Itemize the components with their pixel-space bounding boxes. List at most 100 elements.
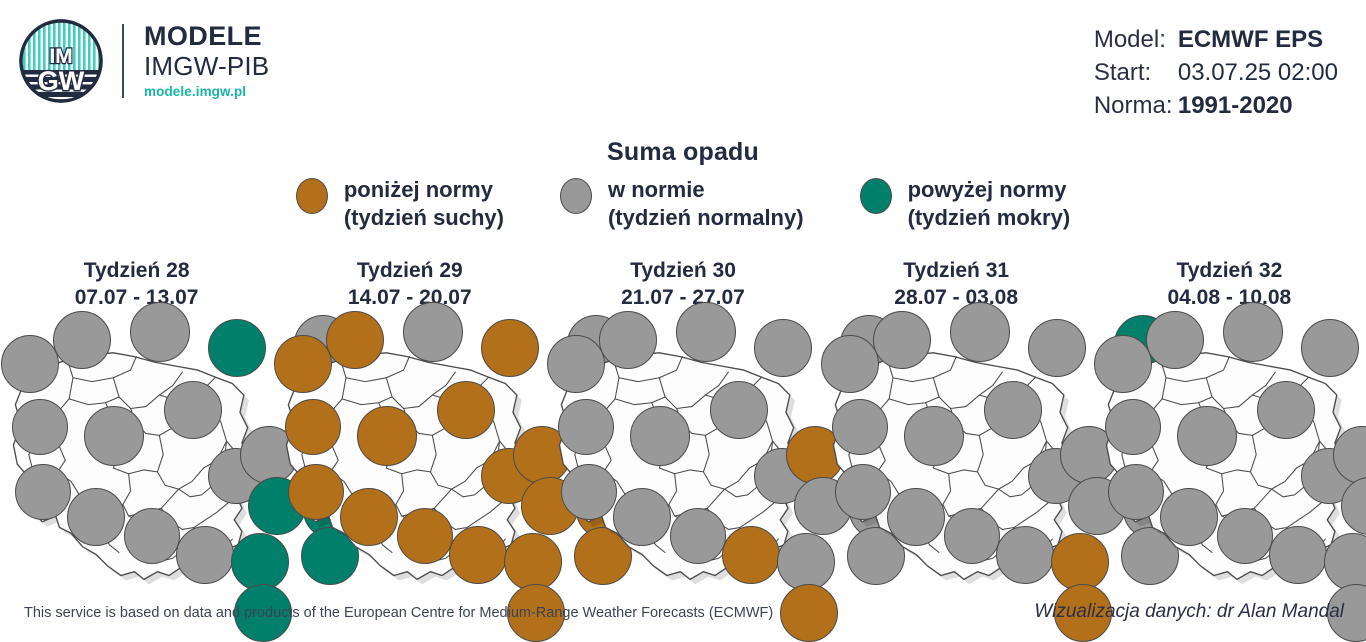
region-dot-far-south bbox=[507, 584, 566, 642]
poland-map bbox=[546, 302, 908, 642]
meta-model-label: Model: bbox=[1093, 26, 1166, 53]
region-dot-warminsko-mazurskie bbox=[1027, 319, 1086, 377]
poland-map bbox=[273, 302, 635, 642]
region-dot-wielkopolskie bbox=[630, 406, 691, 466]
map-panel-week-32: Tydzień 32 04.08 - 10.08 bbox=[1093, 258, 1366, 642]
region-dot-far-south bbox=[780, 584, 839, 642]
weekly-map-panels: Tydzień 28 07.07 - 13.07 Tydzień 29 14.07 -… bbox=[0, 258, 1366, 642]
panel-date-range: 14.07 - 20.07 bbox=[347, 285, 472, 309]
map-panel-week-28: Tydzień 28 07.07 - 13.07 bbox=[0, 258, 361, 642]
poland-map bbox=[0, 302, 361, 642]
panel-date-range: 28.07 - 03.08 bbox=[894, 285, 1019, 309]
meta-start-value: 03.07.25 02:00 bbox=[1177, 58, 1338, 86]
panel-week-label: Tydzień 32 bbox=[1176, 259, 1283, 282]
meta-norma-label: Norma: bbox=[1093, 91, 1173, 119]
panel-heading: Tydzień 31 28.07 - 03.08 bbox=[820, 258, 1093, 312]
chart-title: Suma opadu bbox=[606, 138, 759, 166]
svg-text:GW: GW bbox=[38, 66, 85, 96]
svg-text:IM: IM bbox=[49, 45, 72, 68]
map-panel-week-29: Tydzień 29 14.07 - 20.07 bbox=[273, 258, 635, 642]
region-dot-dolnoslaskie bbox=[1107, 464, 1164, 520]
panel-week-label: Tydzień 28 bbox=[83, 259, 190, 282]
region-dot-opolskie bbox=[886, 488, 945, 546]
poland-map bbox=[1093, 302, 1366, 642]
logo-divider bbox=[122, 24, 124, 98]
region-dot-warminsko-mazurskie bbox=[1300, 319, 1359, 377]
region-dot-lubuskie bbox=[285, 399, 342, 455]
region-dot-wielkopolskie bbox=[903, 406, 964, 466]
panel-heading: Tydzień 29 14.07 - 20.07 bbox=[273, 258, 546, 312]
region-dot-south-extra bbox=[777, 533, 836, 591]
region-dot-slaskie bbox=[1216, 508, 1273, 564]
footer-attribution: This service is based on data and produc… bbox=[24, 605, 774, 621]
logo-wordmark: MODELE IMGW-PIB modele.imgw.pl bbox=[144, 23, 269, 99]
region-dot-lubuskie bbox=[12, 399, 68, 455]
panel-week-label: Tydzień 29 bbox=[356, 259, 463, 282]
legend-item-below: poniżej normy (tydzień suchy) bbox=[295, 176, 504, 232]
region-dot-kujawsko-pomorskie bbox=[676, 302, 737, 362]
panel-date-range: 07.07 - 13.07 bbox=[74, 285, 199, 309]
legend-swatch-below-icon bbox=[295, 178, 328, 214]
legend-item-above: powyżej normy (tydzień mokry) bbox=[859, 176, 1071, 232]
legend-label-normal: w normie (tydzień normalny) bbox=[607, 177, 804, 231]
region-dot-pomorskie bbox=[599, 311, 658, 369]
region-dot-malopolskie bbox=[1268, 526, 1327, 584]
region-dot-malopolskie bbox=[722, 526, 781, 584]
region-dot-malopolskie bbox=[176, 526, 234, 584]
region-dot-zachodniopomorskie bbox=[547, 335, 606, 393]
region-dot-slaskie bbox=[670, 508, 727, 564]
region-dot-dolnoslaskie bbox=[288, 464, 345, 520]
legend-item-normal: w normie (tydzień normalny) bbox=[559, 176, 804, 232]
meta-model-value: ECMWF EPS bbox=[1177, 26, 1324, 53]
panel-heading: Tydzień 28 07.07 - 13.07 bbox=[0, 258, 273, 312]
legend-swatch-above-icon bbox=[859, 178, 892, 214]
legend-label-above: powyżej normy (tydzień mokry) bbox=[907, 177, 1071, 231]
legend: poniżej normy (tydzień suchy) w normie (t… bbox=[0, 176, 1366, 232]
model-metadata: Model: ECMWF EPS Start: 03.07.25 02:00 N… bbox=[1094, 24, 1338, 123]
region-dot-lubuskie bbox=[1104, 399, 1161, 455]
region-dot-dolnoslaskie bbox=[834, 464, 891, 520]
svg-text:IM: IM bbox=[49, 45, 72, 68]
region-dot-kujawsko-pomorskie bbox=[130, 302, 190, 362]
map-panel-week-30: Tydzień 30 21.07 - 27.07 bbox=[546, 258, 908, 642]
region-dot-pomorskie bbox=[1145, 311, 1204, 369]
panel-date-range: 21.07 - 27.07 bbox=[621, 285, 745, 309]
region-dot-south-extra bbox=[231, 533, 289, 591]
panel-date-range: 04.08 - 10.08 bbox=[1167, 285, 1292, 309]
region-dot-se-low bbox=[1120, 527, 1179, 585]
region-dot-malopolskie bbox=[449, 526, 508, 584]
map-panel-week-31: Tydzień 31 28.07 - 03.08 bbox=[820, 258, 1181, 642]
region-dot-pomorskie bbox=[53, 311, 111, 369]
region-dot-south-extra bbox=[1323, 533, 1366, 591]
region-dot-kujawsko-pomorskie bbox=[949, 302, 1010, 362]
region-dot-opolskie bbox=[67, 488, 125, 546]
region-dot-zachodniopomorskie bbox=[274, 335, 333, 393]
panel-week-label: Tydzień 30 bbox=[630, 259, 736, 282]
region-dot-dolnoslaskie bbox=[15, 464, 71, 520]
region-dot-mazowieckie-n bbox=[983, 381, 1042, 439]
panel-heading: Tydzień 30 21.07 - 27.07 bbox=[546, 258, 819, 312]
svg-text:GW: GW bbox=[38, 66, 85, 96]
region-dot-wielkopolskie bbox=[357, 406, 418, 466]
region-dot-warminsko-mazurskie bbox=[481, 319, 540, 377]
meta-norma-value: 1991-2020 bbox=[1177, 91, 1293, 119]
region-dot-opolskie bbox=[1159, 488, 1218, 546]
region-dot-mazowieckie-n bbox=[437, 381, 496, 439]
region-dot-slaskie bbox=[124, 508, 180, 564]
region-dot-zachodniopomorskie bbox=[1093, 335, 1152, 393]
logo-url[interactable]: modele.imgw.pl bbox=[144, 84, 247, 100]
logo-subtitle: IMGW-PIB bbox=[144, 51, 270, 82]
meta-start-label: Start: bbox=[1093, 58, 1152, 86]
panel-heading: Tydzień 32 04.08 - 10.08 bbox=[1093, 258, 1366, 312]
region-dot-mazowieckie-n bbox=[710, 381, 769, 439]
region-dot-dolnoslaskie bbox=[561, 464, 618, 520]
region-dot-opolskie bbox=[613, 488, 672, 546]
meta-row-model: Model: ECMWF EPS bbox=[1094, 24, 1338, 57]
legend-swatch-normal-icon bbox=[559, 178, 592, 214]
region-dot-wielkopolskie bbox=[1176, 406, 1237, 466]
logo-title: MODELE bbox=[144, 21, 262, 52]
region-dot-wielkopolskie bbox=[84, 406, 144, 466]
imgw-logo: IM IM GW GW MODELE IMGW-PIB modele.imgw.… bbox=[18, 18, 269, 104]
region-dot-zachodniopomorskie bbox=[1, 335, 59, 393]
region-dot-mazowieckie-n bbox=[164, 381, 222, 439]
